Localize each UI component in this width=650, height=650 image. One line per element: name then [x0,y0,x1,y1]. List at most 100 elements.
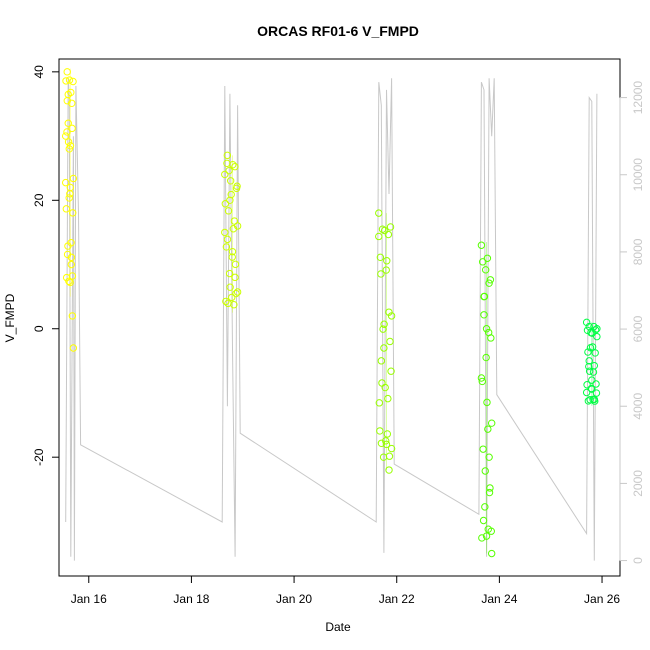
data-point [69,344,78,352]
data-point [221,228,229,237]
right-y-axis: 0 2000 4000 6000 8000 10000 12000 [619,81,645,564]
data-point [233,182,241,190]
data-points-layer [61,68,601,558]
data-point [387,444,396,453]
data-point [593,332,601,341]
data-point [376,253,385,262]
data-point [592,380,600,388]
data-point [66,278,74,287]
data-point [387,367,395,375]
data-point [487,527,495,535]
data-point [385,452,394,460]
data-point [477,374,486,382]
altitude-line-layer [65,78,598,561]
data-point [482,325,491,333]
data-point [487,419,496,427]
data-point [485,453,493,461]
right-y-tick-label: 0 [631,557,645,564]
data-point [382,440,391,449]
data-point [65,277,73,285]
data-point [68,312,77,320]
data-point [586,396,594,404]
data-point [62,77,70,85]
data-point [69,77,77,86]
data-point [478,534,486,542]
data-point [228,293,236,302]
data-point [223,151,232,160]
data-point [582,318,591,327]
data-point [66,190,74,198]
data-point [225,269,234,278]
data-point [62,205,71,213]
data-point [67,260,76,269]
data-point [229,225,238,233]
data-point [592,389,601,397]
data-point [589,395,597,404]
data-point [588,376,596,384]
data-point [230,217,239,225]
data-point [482,532,491,540]
flight-series-5 [582,318,601,406]
data-point [385,466,393,474]
data-point [485,488,494,497]
data-point [69,209,77,217]
data-point [225,166,233,175]
data-point [482,353,490,362]
data-point [484,425,492,433]
data-point [583,381,591,389]
data-point [487,334,495,342]
data-point [380,226,389,235]
data-point [67,88,75,97]
data-point [379,325,387,333]
data-point [481,266,490,274]
data-point [380,320,388,328]
right-y-tick-label: 2000 [631,470,645,497]
data-point [230,301,238,309]
y-tick-label: 20 [32,193,46,207]
data-point [375,209,383,217]
data-point [485,279,493,287]
data-point [585,357,593,365]
y-tick-label: 0 [32,325,46,332]
x-tick-label: Jan 16 [71,592,107,606]
flight-series-1 [61,68,78,352]
data-point [65,76,74,84]
data-point [68,272,77,280]
data-point [585,362,593,371]
data-point [385,308,393,316]
data-point [375,232,383,241]
data-point [63,128,71,136]
y-axis: -20 0 20 40 [32,65,60,466]
data-point [487,549,496,558]
y-tick-label: -20 [32,448,46,466]
data-point [221,200,230,208]
y-tick-label: 40 [32,65,46,79]
data-point [483,254,492,262]
data-point [479,516,488,525]
data-point [61,132,70,140]
data-point [231,260,240,269]
data-point [480,292,489,301]
data-point [377,439,386,447]
data-point [222,297,230,306]
data-point [386,337,394,346]
data-point [478,377,486,386]
data-point [229,160,237,169]
flight-series-4 [477,241,496,558]
data-point [483,398,491,407]
right-y-tick-label: 10000 [631,158,645,192]
data-point [231,162,239,171]
right-y-tick-label: 12000 [631,81,645,115]
data-point [64,119,72,127]
data-point [378,379,386,387]
data-point [377,357,386,365]
data-point [386,223,395,231]
x-tick-label: Jan 20 [276,592,312,606]
data-point [224,207,233,215]
x-tick-label: Jan 24 [481,592,517,606]
data-point [61,178,70,187]
data-point [226,177,235,185]
data-point [228,253,236,261]
data-point [63,68,71,76]
